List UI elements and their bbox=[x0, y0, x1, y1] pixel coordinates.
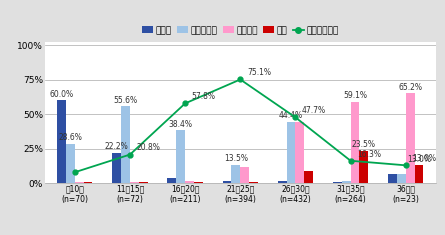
Bar bbox=[130, 182, 139, 183]
Bar bbox=[397, 174, 406, 183]
Text: 44.4%: 44.4% bbox=[279, 111, 303, 120]
Bar bbox=[415, 165, 423, 183]
Bar bbox=[121, 106, 130, 183]
Text: 20.8%: 20.8% bbox=[137, 144, 161, 153]
Text: 57.8%: 57.8% bbox=[192, 92, 216, 101]
Text: 59.1%: 59.1% bbox=[343, 91, 367, 100]
Text: 65.2%: 65.2% bbox=[398, 82, 422, 91]
Bar bbox=[360, 151, 368, 183]
Legend: 少ない, やや少ない, やや多い, 多い, ちょうどよい: 少ない, やや少ない, やや多い, 多い, ちょうどよい bbox=[142, 26, 339, 35]
Bar bbox=[249, 182, 258, 183]
Bar bbox=[231, 165, 240, 183]
Text: 38.4%: 38.4% bbox=[169, 120, 193, 129]
Bar bbox=[278, 181, 287, 183]
Bar bbox=[75, 182, 84, 183]
Bar bbox=[351, 102, 360, 183]
Text: 22.2%: 22.2% bbox=[105, 142, 129, 151]
Bar bbox=[240, 167, 249, 183]
Bar bbox=[66, 144, 75, 183]
Bar bbox=[112, 153, 121, 183]
Text: 28.6%: 28.6% bbox=[58, 133, 82, 142]
Bar bbox=[333, 182, 342, 183]
Bar bbox=[139, 182, 148, 183]
Text: 13.0%: 13.0% bbox=[407, 155, 431, 164]
Text: 75.1%: 75.1% bbox=[247, 68, 271, 77]
Text: 23.5%: 23.5% bbox=[352, 140, 376, 149]
Bar bbox=[388, 174, 397, 183]
Bar bbox=[406, 93, 415, 183]
Bar bbox=[185, 181, 194, 183]
Bar bbox=[222, 181, 231, 183]
Bar bbox=[295, 122, 304, 183]
Text: 13.5%: 13.5% bbox=[224, 154, 248, 163]
Text: 55.6%: 55.6% bbox=[113, 96, 138, 105]
Text: 60.0%: 60.0% bbox=[49, 90, 74, 99]
Bar bbox=[167, 178, 176, 183]
Bar bbox=[84, 182, 93, 183]
Bar bbox=[304, 171, 313, 183]
Bar bbox=[287, 122, 295, 183]
Bar bbox=[342, 180, 351, 183]
Bar bbox=[57, 100, 66, 183]
Text: 16.3%: 16.3% bbox=[357, 150, 381, 159]
Bar bbox=[176, 130, 185, 183]
Text: 47.7%: 47.7% bbox=[302, 106, 326, 115]
Bar bbox=[194, 182, 203, 183]
Text: 13.0%: 13.0% bbox=[413, 154, 437, 163]
